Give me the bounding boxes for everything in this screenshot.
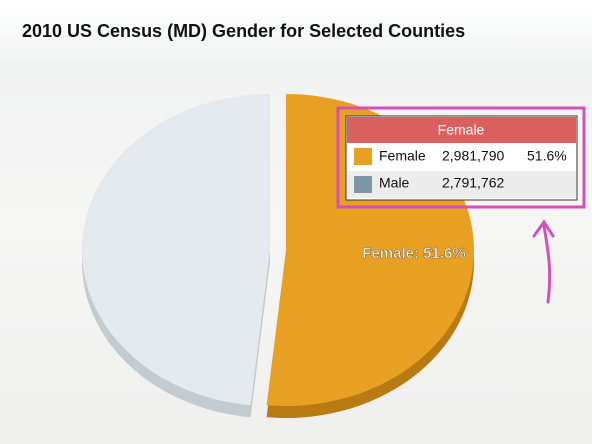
arrow-shaft <box>542 224 552 304</box>
value-label: 2,791,762 <box>442 175 504 191</box>
tooltip-header <box>347 117 576 143</box>
tooltip-title: Female <box>438 122 485 138</box>
legend-label: Female <box>379 148 426 164</box>
highlight-box <box>336 106 586 209</box>
pie <box>81 94 475 419</box>
legend-swatch <box>354 176 372 193</box>
slice <box>81 94 270 406</box>
percent-label: 51.6% <box>527 148 567 164</box>
annotation-arrow <box>532 219 555 304</box>
arrow-head <box>532 219 555 238</box>
legend-label: Male <box>379 175 410 191</box>
legend-swatch <box>354 148 372 165</box>
tooltip: Female Female 2,981,790 51.6% Male 2,791… <box>336 106 586 209</box>
chart-title: 2010 US Census (MD) Gender for Selected … <box>22 21 465 41</box>
row-background <box>347 171 576 198</box>
data-label: Female: 51.6% <box>362 245 465 262</box>
value-label: 2,981,790 <box>442 148 504 164</box>
